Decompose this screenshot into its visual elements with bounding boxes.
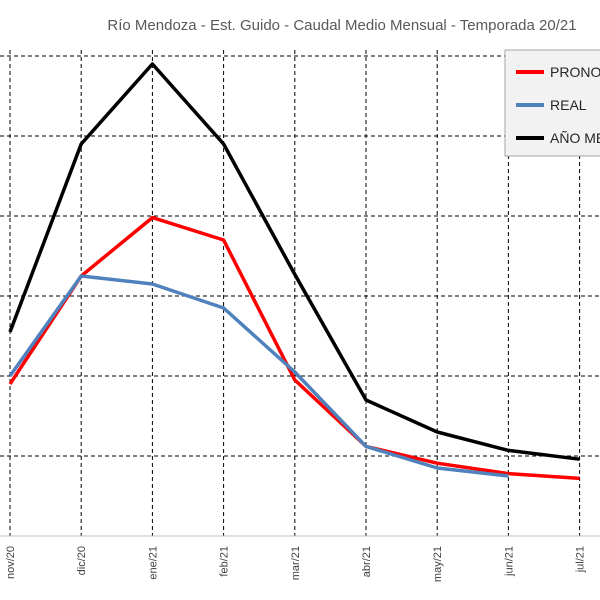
- legend-label: PRONOSTICO: [550, 64, 600, 80]
- chart-title: Río Mendoza - Est. Guido - Caudal Medio …: [107, 17, 576, 34]
- x-tick-label: jul/21: [575, 546, 587, 573]
- x-tick-label: mar/21: [290, 546, 302, 580]
- series-line: [8, 62, 580, 461]
- x-tick-label: jun/21: [503, 546, 515, 577]
- series-line: [8, 274, 509, 478]
- x-tick-label: ene/21: [147, 546, 159, 580]
- series-line: [8, 215, 580, 481]
- x-tick-label: feb/21: [219, 546, 231, 577]
- x-tick-label: nov/20: [5, 546, 17, 579]
- x-tick-label: abr/21: [361, 546, 373, 577]
- x-axis: nov/20 dic/20 ene/21 feb/21 mar/21 abr/21 may/…: [0, 535, 600, 582]
- x-tick-label: may/21: [432, 546, 444, 582]
- x-tick-label: dic/20: [76, 546, 88, 575]
- legend-label: REAL: [550, 97, 587, 113]
- legend-label: AÑO MEDIO: [550, 130, 600, 146]
- series-lines: [8, 62, 580, 481]
- legend: PRONOSTICO REAL AÑO MEDIO: [504, 49, 600, 157]
